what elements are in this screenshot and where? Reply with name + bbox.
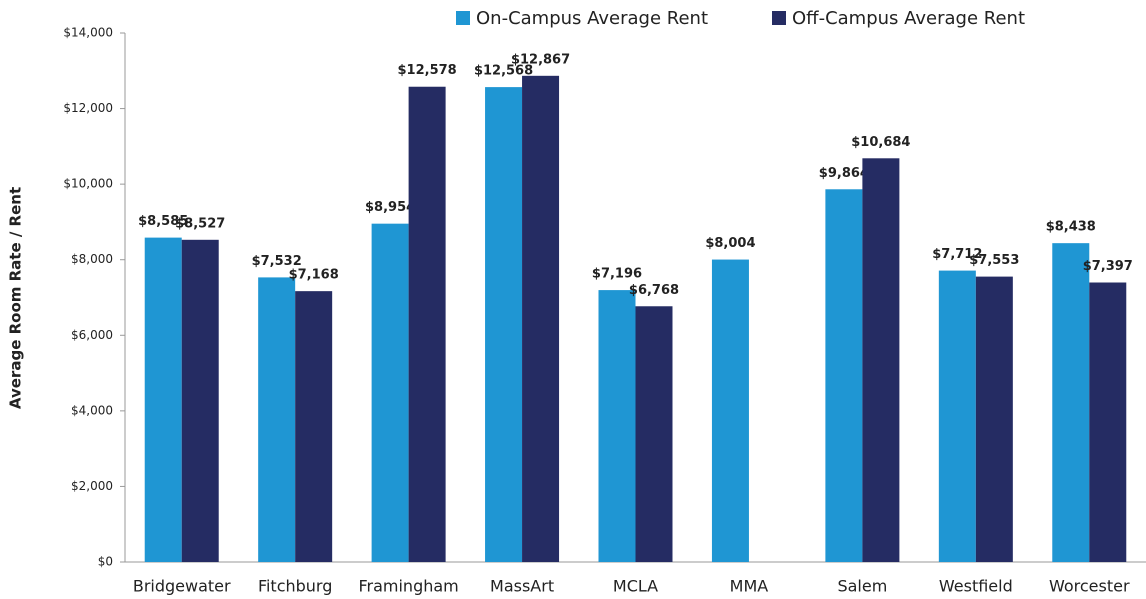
value-label: $6,768 xyxy=(629,283,679,298)
value-label: $9,864 xyxy=(819,166,869,181)
bar xyxy=(408,86,446,562)
bar xyxy=(181,239,219,562)
y-tick-label: $6,000 xyxy=(71,328,113,342)
value-label: $12,867 xyxy=(511,52,570,67)
y-tick-label: $2,000 xyxy=(71,479,113,493)
bar xyxy=(1052,243,1090,563)
value-label: $8,438 xyxy=(1046,220,1096,235)
y-tick-label: $0 xyxy=(98,555,113,569)
x-tick-label: Bridgewater xyxy=(133,577,231,596)
x-tick-label: Framingham xyxy=(358,577,458,596)
y-axis-label: Average Room Rate / Rent xyxy=(7,187,25,409)
value-label: $8,585 xyxy=(138,214,188,229)
x-tick-label: Fitchburg xyxy=(258,577,332,596)
x-tick-label: Worcester xyxy=(1049,577,1130,596)
bar xyxy=(295,291,333,562)
y-tick-label: $10,000 xyxy=(63,177,113,191)
value-label: $10,684 xyxy=(851,135,910,150)
bar xyxy=(938,270,976,562)
bar xyxy=(635,306,673,562)
x-tick-label: MMA xyxy=(730,577,769,596)
x-tick-label: MCLA xyxy=(613,577,658,596)
legend-swatch xyxy=(772,11,786,25)
value-label: $7,397 xyxy=(1083,259,1133,274)
y-tick-label: $14,000 xyxy=(63,26,113,40)
y-tick-label: $12,000 xyxy=(63,101,113,115)
bar xyxy=(371,223,409,562)
bar xyxy=(862,158,900,562)
value-label: $7,196 xyxy=(592,267,642,282)
bar xyxy=(258,277,296,562)
value-label: $7,532 xyxy=(252,254,302,269)
x-tick-label: Salem xyxy=(837,577,887,596)
bar xyxy=(598,290,636,562)
bar xyxy=(975,276,1013,562)
legend-label: On-Campus Average Rent xyxy=(476,8,708,29)
legend-swatch xyxy=(456,11,470,25)
value-label: $8,004 xyxy=(705,236,755,251)
x-tick-label: MassArt xyxy=(490,577,554,596)
bar xyxy=(1089,282,1127,562)
legend-label: Off-Campus Average Rent xyxy=(792,8,1025,29)
value-label: $7,168 xyxy=(289,268,339,283)
y-tick-label: $8,000 xyxy=(71,252,113,266)
x-tick-label: Westfield xyxy=(939,577,1013,596)
value-label: $7,553 xyxy=(969,253,1019,268)
y-tick-label: $4,000 xyxy=(71,403,113,417)
value-label: $8,527 xyxy=(175,216,225,231)
value-label: $7,712 xyxy=(932,247,982,262)
value-label: $12,568 xyxy=(474,64,533,79)
bar xyxy=(711,259,749,562)
bar xyxy=(144,237,182,562)
value-label: $8,954 xyxy=(365,200,415,215)
bar xyxy=(825,189,863,562)
bar xyxy=(485,87,523,563)
bar xyxy=(522,75,560,562)
value-label: $12,578 xyxy=(398,63,457,78)
